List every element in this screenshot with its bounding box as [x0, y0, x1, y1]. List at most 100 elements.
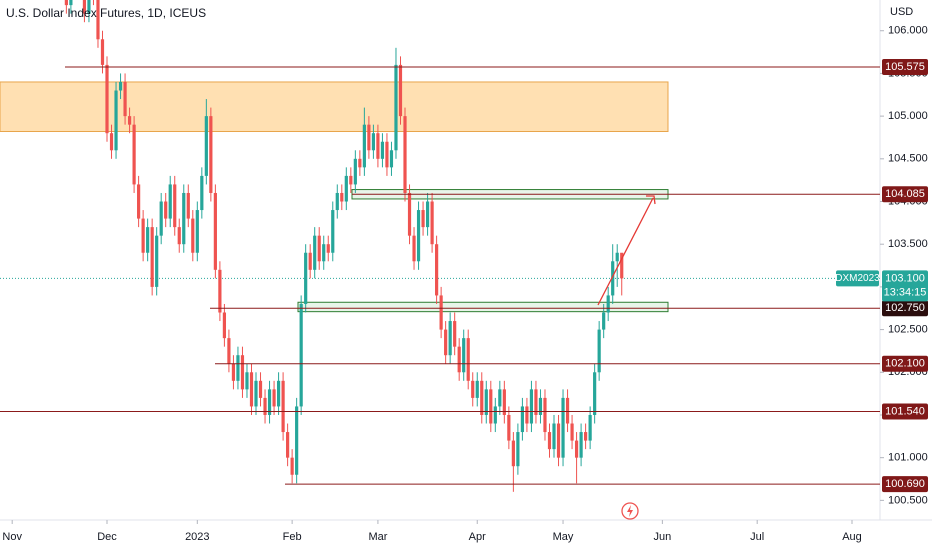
candle-body [191, 218, 195, 253]
candle-body [96, 0, 100, 40]
candle-body [588, 414, 592, 441]
y-tick-label: 103.500 [888, 238, 928, 250]
candle-body [502, 389, 506, 415]
candle-body [435, 244, 439, 296]
candle-body [155, 235, 159, 287]
candle-body [313, 235, 317, 270]
candle-body [195, 210, 199, 253]
currency-label: USD [890, 6, 913, 18]
candle-body [304, 252, 308, 304]
candle-body [421, 210, 425, 228]
price-tag-label: 100.690 [885, 478, 925, 490]
candle-body [416, 210, 421, 262]
price-tag [882, 59, 928, 76]
candle-body [367, 124, 371, 151]
candle-body [520, 406, 525, 433]
y-tick-label: 105.000 [888, 110, 928, 122]
candle-body [87, 0, 91, 14]
candle-body [159, 201, 163, 236]
candle-body [186, 192, 190, 219]
candle-body [267, 389, 272, 415]
candle-body [326, 244, 330, 253]
candle-body [403, 116, 407, 193]
candle-body [114, 90, 118, 151]
candle-body [200, 175, 204, 211]
candle-body [606, 295, 610, 313]
x-tick-label: Jul [750, 531, 764, 543]
candle-body [209, 116, 213, 193]
candle-body [565, 397, 570, 424]
candle-body [498, 389, 502, 407]
candle-body [593, 372, 597, 415]
candle-body [448, 321, 452, 356]
candle-body [574, 440, 579, 458]
y-tick-label: 101.000 [888, 452, 928, 464]
price-tag-label: 101.540 [885, 405, 925, 417]
candle-body [489, 389, 493, 424]
price-tag-label: 105.575 [885, 61, 925, 73]
candle-body [471, 380, 475, 398]
candle-body [444, 329, 448, 356]
trend-arrow-head [646, 195, 656, 205]
candle-body [331, 210, 335, 253]
candle-body [249, 372, 254, 407]
price-tag [882, 355, 928, 372]
x-tick-label: Apr [469, 531, 486, 543]
candle-body [507, 414, 511, 441]
candle-body [340, 192, 344, 202]
candle-body [69, 0, 73, 6]
candle-body [127, 116, 132, 125]
trend-arrow [597, 197, 654, 306]
candle-body [222, 312, 227, 339]
candle-body [462, 338, 466, 373]
candle-body [213, 192, 217, 270]
candle-body [480, 380, 484, 415]
price-tag-label: 104.085 [885, 188, 925, 200]
candle-body [380, 141, 385, 159]
candle-body [141, 218, 145, 253]
candle-body [276, 380, 281, 407]
candle-body [137, 184, 141, 219]
candle-body [109, 133, 114, 151]
candle-body [466, 338, 470, 381]
price-tag [882, 186, 928, 203]
candle-body [398, 64, 403, 117]
zone [0, 81, 669, 132]
candle-body [534, 389, 538, 415]
candle-body [430, 201, 434, 245]
price-tag [882, 300, 928, 317]
x-tick-label: Dec [97, 531, 117, 543]
x-tick-label: Nov [2, 531, 22, 543]
candle-body [263, 397, 267, 415]
candle-body [584, 432, 588, 441]
candle-body [394, 64, 398, 151]
candle-body [376, 133, 380, 159]
countdown-label: 13:34:15 [884, 286, 927, 298]
x-tick-label: Feb [283, 531, 302, 543]
candle-body [412, 235, 416, 262]
candle-body [353, 158, 357, 185]
candle-body [100, 39, 105, 65]
candle-body [552, 423, 556, 450]
candle-body [150, 227, 154, 287]
alert-icon[interactable] [621, 502, 639, 520]
x-tick-label: Mar [368, 531, 387, 543]
price-tag [882, 403, 928, 420]
candle-body [82, 0, 87, 14]
zone [297, 301, 669, 313]
candle-body [317, 235, 321, 262]
last-price-label: 103.100 [885, 272, 925, 284]
candle-body [299, 303, 303, 407]
candle-body [547, 432, 552, 450]
candle-body [258, 380, 263, 398]
candle-body [561, 397, 565, 458]
candle-body [525, 406, 529, 424]
candle-body [529, 389, 534, 424]
candle-body [286, 432, 290, 458]
candle-body [322, 244, 326, 262]
candle-body [389, 150, 394, 168]
symbol-tag [836, 270, 879, 287]
candle-body [295, 406, 299, 475]
candle-body [362, 124, 366, 168]
candle-body [245, 372, 249, 390]
